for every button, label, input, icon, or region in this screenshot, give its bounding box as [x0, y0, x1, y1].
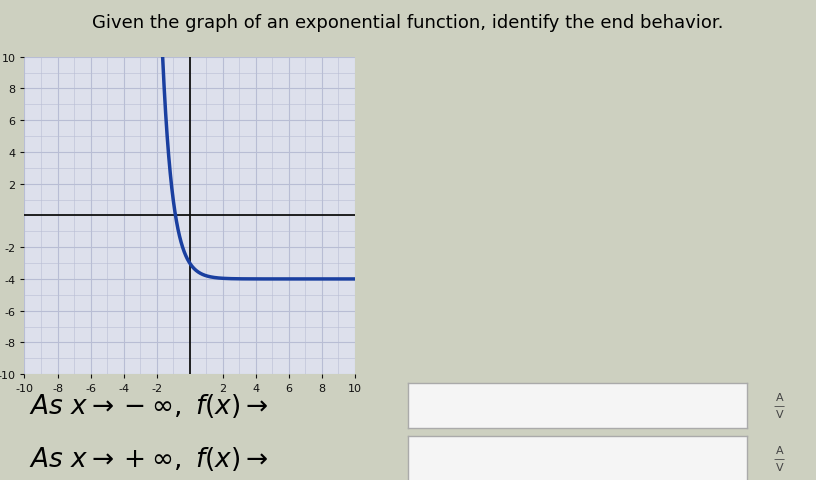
Text: Given the graph of an exponential function, identify the end behavior.: Given the graph of an exponential functi…	[92, 14, 724, 32]
Text: A
—
V: A — V	[774, 392, 785, 419]
Text: A
—
V: A — V	[774, 445, 785, 472]
Text: $As\ x \rightarrow +\infty,\ f(x) \rightarrow$: $As\ x \rightarrow +\infty,\ f(x) \right…	[29, 444, 268, 472]
Text: $As\ x \rightarrow -\infty,\ f(x) \rightarrow$: $As\ x \rightarrow -\infty,\ f(x) \right…	[29, 392, 268, 420]
